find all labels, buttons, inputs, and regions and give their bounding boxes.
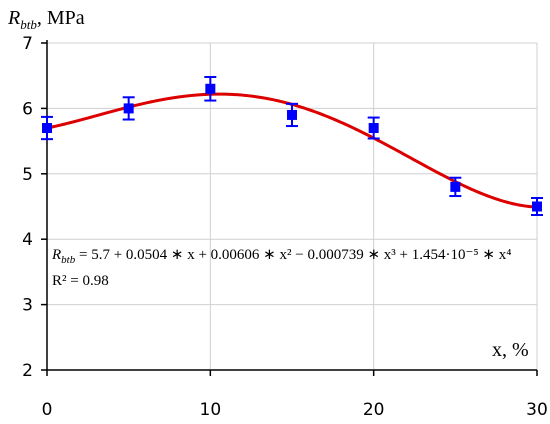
- data-points: [42, 83, 542, 212]
- x-tick-label: 0: [42, 400, 53, 420]
- y-tick-label: 6: [22, 99, 33, 119]
- fit-equation: Rbtb = 5.7 + 0.0504 ∗ x + 0.00606 ∗ x² −…: [51, 247, 511, 266]
- data-point: [450, 181, 461, 192]
- y-ticks: 2 3 4 5 6 7: [22, 34, 47, 381]
- data-point: [287, 109, 297, 120]
- data-point: [123, 103, 134, 114]
- x-axis-label: x, %: [492, 339, 529, 361]
- x-tick-label: 10: [200, 400, 222, 420]
- data-point: [368, 123, 379, 134]
- y-tick-label: 4: [22, 230, 33, 250]
- y-tick-label: 5: [22, 165, 33, 185]
- y-axis-label: Rbtb, MPa: [7, 7, 85, 32]
- x-tick-label: 20: [363, 400, 385, 420]
- grid: [47, 42, 538, 370]
- error-bars: [41, 76, 543, 217]
- y-tick-label: 3: [22, 296, 33, 316]
- data-point: [42, 123, 52, 134]
- y-tick-label: 7: [22, 34, 33, 54]
- x-ticks: 0 10 20 30: [42, 370, 548, 420]
- axes: [46, 40, 537, 371]
- y-tick-label: 2: [22, 361, 33, 381]
- x-tick-label: 30: [526, 400, 548, 420]
- r-squared-label: R² = 0.98: [52, 273, 109, 289]
- data-point: [205, 83, 216, 94]
- data-point: [532, 201, 542, 212]
